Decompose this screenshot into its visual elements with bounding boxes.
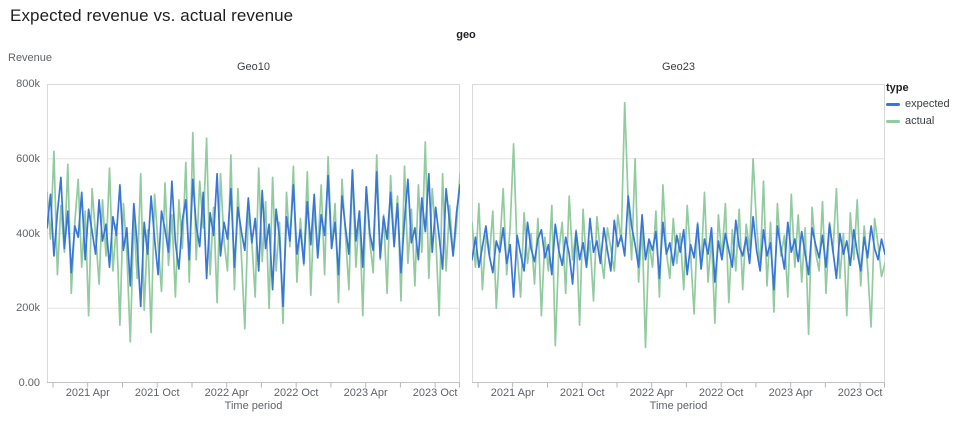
- legend: type expected actual: [886, 82, 950, 133]
- facet-title-geo10: Geo10: [236, 61, 271, 73]
- x-tick-label: 2023 Apr: [343, 387, 388, 399]
- chart-title: Expected revenue vs. actual revenue: [10, 6, 294, 25]
- actual-line: [472, 101, 885, 349]
- y-tick-label: 400k: [16, 227, 40, 240]
- y-tick-label: 200k: [16, 302, 40, 315]
- legend-item-actual[interactable]: actual: [886, 116, 950, 127]
- expected-line: [47, 169, 460, 308]
- x-tick-label: 2022 Oct: [698, 387, 744, 399]
- legend-item-expected[interactable]: expected: [886, 99, 950, 110]
- facet-title-geo23: Geo23: [661, 61, 696, 73]
- actual-line: [47, 131, 460, 343]
- x-tick-label: 2023 Oct: [837, 387, 883, 399]
- y-axis-title: Revenue: [8, 52, 53, 64]
- x-axis-title-geo10: Time period: [224, 400, 283, 412]
- x-tick-label: 2023 Oct: [412, 387, 458, 399]
- expected-series-swatch-icon: [886, 103, 900, 106]
- y-tick-label: 600k: [16, 152, 40, 165]
- facet-dimension-label: geo: [456, 29, 476, 41]
- legend-item-label: actual: [905, 115, 935, 127]
- x-axis-tick-labels-geo23: 2021 Apr 2021 Oct 2022 Apr 2022 Oct 2023 Apr…: [472, 387, 885, 401]
- y-tick-label: 800k: [16, 78, 40, 90]
- facet-panel-geo10[interactable]: [47, 84, 460, 390]
- x-tick-label: 2022 Apr: [629, 387, 674, 399]
- actual-series-swatch-icon: [886, 120, 900, 123]
- x-tick-label: 2023 Apr: [768, 387, 813, 399]
- x-tick-label: 2021 Apr: [65, 387, 110, 399]
- legend-item-label: expected: [905, 98, 950, 110]
- legend-title: type: [886, 82, 909, 94]
- x-axis-tick-labels-geo10: 2021 Apr 2021 Oct 2022 Apr 2022 Oct 2023 Apr…: [47, 387, 460, 401]
- x-tick-label: 2021 Oct: [559, 387, 605, 399]
- x-axis-title-geo23: Time period: [649, 400, 708, 412]
- facet-panel-geo23[interactable]: [472, 84, 885, 390]
- x-tick-label: 2022 Apr: [204, 387, 249, 399]
- y-tick-label: 0.00: [18, 377, 40, 389]
- expected-line: [472, 195, 885, 298]
- x-tick-label: 2021 Oct: [134, 387, 180, 399]
- x-tick-label: 2022 Oct: [273, 387, 319, 399]
- x-tick-label: 2021 Apr: [490, 387, 535, 399]
